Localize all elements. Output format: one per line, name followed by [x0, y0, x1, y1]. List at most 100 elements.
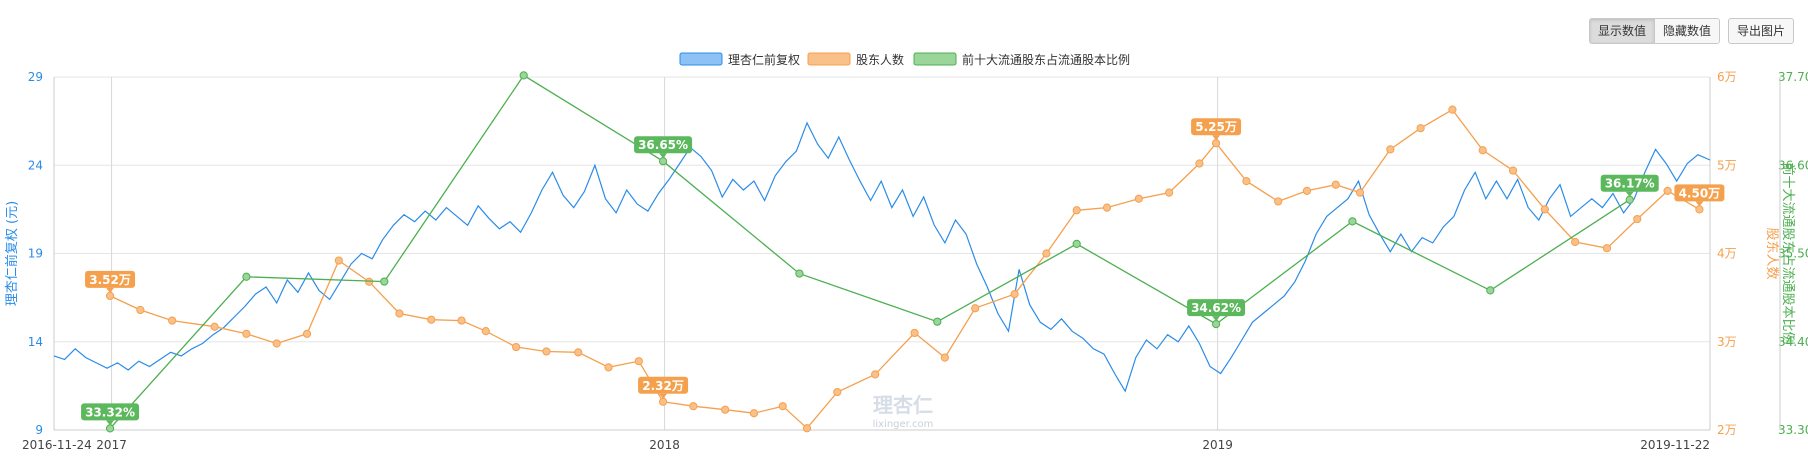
data-point [1348, 217, 1357, 226]
export-image-button[interactable]: 导出图片 [1727, 18, 1794, 44]
data-point [1663, 186, 1672, 195]
data-label-text: 36.17% [1605, 177, 1655, 191]
data-point [1302, 186, 1312, 195]
show-values-button[interactable]: 显示数值 [1589, 19, 1655, 43]
data-label: 3.52万 [85, 270, 136, 293]
data-label-bg [1600, 174, 1659, 192]
data-point [658, 397, 668, 406]
data-point [1416, 124, 1425, 133]
right1-y-tick-label: 2万 [1717, 423, 1737, 437]
data-point [1355, 188, 1365, 197]
data-label-bg [1674, 184, 1725, 202]
legend-swatch [913, 52, 957, 66]
x-tick-label: 2019 [1202, 438, 1233, 452]
data-point [1625, 195, 1634, 204]
data-point [512, 342, 521, 352]
data-point [302, 329, 312, 338]
right2-y-tick-label: 33.30% [1778, 423, 1808, 437]
x-tick-label: 2019-11-22 [1640, 438, 1710, 452]
data-point [1274, 197, 1283, 206]
watermark-en: lixinger.com [873, 419, 934, 430]
left-y-tick-label: 29 [28, 70, 43, 84]
data-point [427, 315, 436, 324]
right2-y-tick-label: 34.40% [1778, 335, 1808, 349]
data-point [1211, 139, 1221, 148]
data-point [1478, 146, 1487, 155]
data-point [105, 291, 115, 300]
data-point [689, 402, 698, 411]
data-label-text: 4.50万 [1679, 186, 1721, 200]
data-point [1386, 145, 1395, 154]
data-point [1134, 194, 1143, 203]
series-line-left [53, 121, 1711, 393]
series-layer [53, 71, 1711, 433]
data-point [833, 387, 842, 397]
data-point [1695, 205, 1704, 214]
legend-swatch [807, 52, 851, 66]
data-point [380, 277, 389, 286]
data-point [1042, 249, 1051, 258]
data-point [971, 304, 980, 313]
hide-values-button[interactable]: 隐藏数值 [1654, 19, 1719, 43]
series-line-right2 [109, 74, 1631, 429]
legend-label: 理杏仁前复权 [728, 52, 800, 67]
data-point [334, 256, 343, 265]
left-y-tick-label: 19 [28, 247, 43, 261]
data-label-pointer [1212, 316, 1221, 322]
data-point [1242, 177, 1251, 186]
data-point [1331, 180, 1340, 189]
data-point [1211, 320, 1221, 329]
right2-y-tick-label: 36.60% [1778, 158, 1808, 172]
data-point [542, 347, 551, 356]
data-label-text: 36.65% [638, 138, 688, 152]
data-point [871, 370, 880, 379]
right2-y-axis-title: 前十大流通股东占流通股本比例 [1780, 162, 1796, 344]
data-label-bg [1187, 299, 1246, 317]
data-point [910, 328, 919, 338]
data-point [1010, 289, 1019, 299]
data-point [634, 357, 643, 366]
data-point [802, 424, 812, 433]
data-label-pointer [1695, 201, 1704, 207]
data-point [481, 327, 490, 336]
data-label-text: 3.52万 [89, 273, 131, 287]
data-label: 4.50万 [1674, 184, 1725, 207]
data-label: 36.65% [634, 136, 693, 159]
data-label-pointer [659, 393, 668, 399]
data-label-text: 33.32% [85, 405, 135, 419]
legend-label: 股东人数 [856, 52, 904, 67]
data-point [136, 305, 145, 315]
x-tick-label: 2017 [96, 438, 127, 452]
data-point [242, 272, 251, 281]
data-label: 34.62% [1187, 299, 1246, 322]
data-point [1072, 206, 1081, 215]
data-label-bg [85, 270, 136, 288]
right2-y-tick-label: 35.50% [1778, 247, 1808, 261]
right1-y-axis-title: 股东人数 [1764, 227, 1779, 279]
data-point [105, 424, 115, 433]
data-label-pointer [1625, 191, 1634, 197]
value-toggle-group: 显示数值 隐藏数值 [1588, 18, 1720, 44]
data-point [933, 317, 942, 326]
data-point [658, 157, 668, 166]
data-point [778, 402, 787, 411]
data-point [1072, 239, 1081, 248]
left-y-tick-label: 24 [28, 158, 43, 172]
data-point [749, 409, 759, 418]
data-label-pointer [106, 287, 115, 293]
right1-y-tick-label: 6万 [1717, 70, 1737, 84]
data-point [721, 405, 730, 414]
data-point [1633, 214, 1642, 224]
data-point [795, 269, 804, 278]
data-label-bg [1191, 118, 1242, 136]
data-point [940, 353, 949, 362]
data-label: 2.32万 [638, 376, 689, 399]
data-point [457, 316, 466, 325]
data-label-pointer [659, 153, 668, 159]
axes: 2016-11-24 2017 2018 2019 2019-11-22 9 14 19 24 2… [4, 70, 1808, 452]
data-point [395, 309, 404, 318]
data-point [574, 348, 583, 357]
toolbar: 显示数值 隐藏数值 导出图片 [1588, 18, 1794, 44]
data-point [1571, 237, 1580, 247]
